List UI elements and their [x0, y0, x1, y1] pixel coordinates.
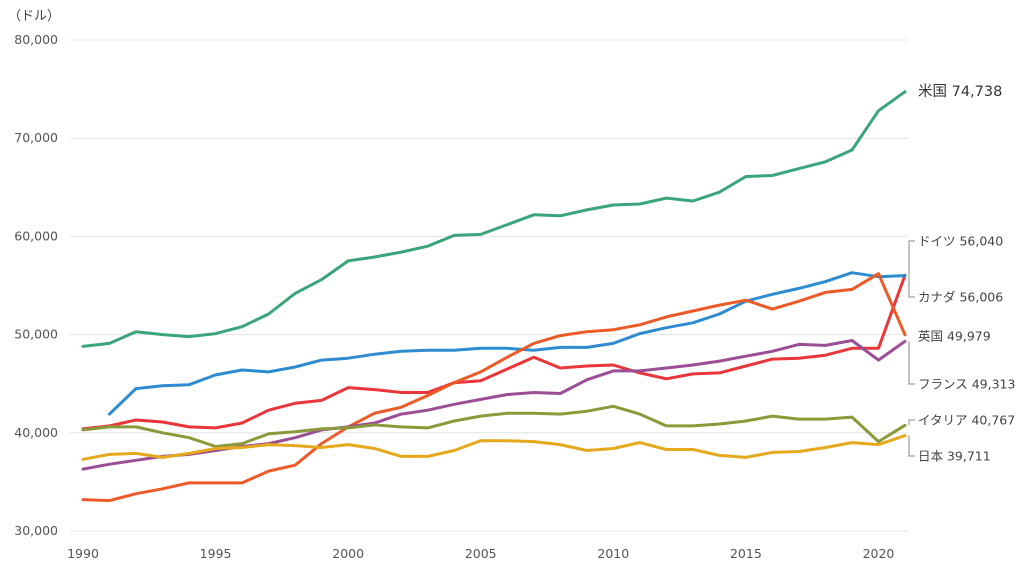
label-leader [908, 419, 915, 426]
y-tick-label: 30,000 [14, 523, 58, 538]
end-label: 日本 39,711 [918, 449, 991, 464]
end-label: 米国 74,738 [918, 83, 1002, 100]
label-leader [908, 240, 915, 276]
y-tick-label: 70,000 [14, 130, 58, 145]
gridlines [70, 39, 908, 532]
series-line [81, 90, 907, 348]
y-tick-label: 40,000 [14, 425, 58, 440]
x-tick-label: 1995 [200, 546, 232, 561]
label-leader [908, 275, 915, 298]
x-axis-ticks: 1990 1995 2000 2005 2010 2015 2020 [67, 546, 894, 561]
x-tick-label: 1990 [67, 546, 99, 561]
y-axis-unit-label: （ドル） [8, 9, 60, 24]
x-tick-label: 2005 [465, 546, 497, 561]
end-label: イタリア 40,767 [918, 413, 1015, 428]
series-line [108, 271, 907, 416]
x-tick-label: 2000 [332, 546, 364, 561]
y-tick-label: 80,000 [14, 32, 58, 47]
series-line [81, 434, 907, 461]
label-leader [908, 435, 915, 457]
end-label: ドイツ 56,040 [918, 234, 1003, 249]
series-lines [81, 90, 907, 503]
series-line [81, 272, 907, 503]
x-tick-label: 2020 [863, 546, 895, 561]
x-tick-label: 2010 [597, 546, 629, 561]
y-tick-label: 50,000 [14, 327, 58, 342]
end-label: 英国 49,979 [918, 329, 991, 344]
end-label: フランス 49,313 [918, 377, 1015, 392]
end-labels: 米国 74,738 ドイツ 56,040 カナダ 56,006 英国 49,979 フラ… [918, 83, 1015, 464]
label-leaders [908, 240, 915, 457]
series-line [81, 273, 907, 431]
y-tick-label: 60,000 [14, 228, 58, 243]
end-label: カナダ 56,006 [918, 290, 1003, 305]
x-tick-label: 2015 [730, 546, 762, 561]
series-line [81, 404, 907, 448]
y-axis-ticks: 30,000 40,000 50,000 60,000 70,000 80,000 [14, 32, 58, 538]
label-leader [908, 341, 915, 385]
